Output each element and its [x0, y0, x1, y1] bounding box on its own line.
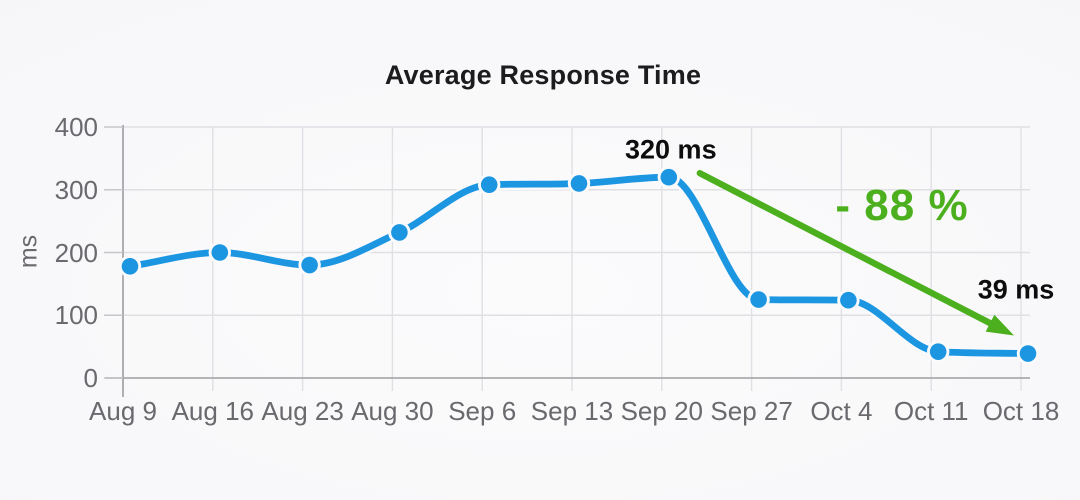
x-tick-label: Aug 23	[261, 396, 344, 426]
y-tick-label: 0	[83, 363, 98, 393]
data-point	[750, 291, 767, 308]
annotation-percent-change: - 88 %	[835, 181, 969, 230]
annotation-peak-value: 320 ms	[625, 134, 717, 165]
x-tick-label: Aug 16	[171, 396, 254, 426]
trend-arrow-head	[985, 314, 1014, 336]
x-tick-label: Sep 27	[710, 396, 793, 426]
x-tick-label: Oct 4	[810, 396, 873, 426]
y-tick-label: 200	[54, 237, 98, 268]
data-point	[480, 176, 498, 194]
x-tick-label: Oct 11	[893, 396, 969, 426]
data-point	[570, 175, 588, 192]
data-point	[391, 224, 408, 241]
data-point	[929, 343, 947, 360]
x-tick-label: Sep 20	[620, 396, 703, 426]
data-point	[660, 168, 678, 186]
data-point	[301, 256, 318, 274]
data-point	[211, 244, 229, 261]
data-point	[840, 291, 857, 309]
trend-arrow-shaft	[696, 169, 999, 330]
annotation-end-value: 39 ms	[977, 274, 1055, 305]
chart-title: Average Response Time	[384, 60, 702, 90]
x-tick-label: Sep 6	[448, 396, 517, 426]
data-point	[1019, 345, 1037, 362]
x-tick-label: Oct 18	[982, 396, 1060, 426]
y-tick-label: 100	[54, 300, 98, 331]
y-tick-label: 400	[54, 112, 98, 142]
y-tick-label: 300	[54, 174, 98, 205]
x-tick-label: Aug 9	[89, 396, 157, 426]
x-tick-label: Sep 13	[530, 396, 614, 426]
data-point	[121, 258, 139, 275]
x-tick-label: Aug 30	[351, 396, 434, 426]
